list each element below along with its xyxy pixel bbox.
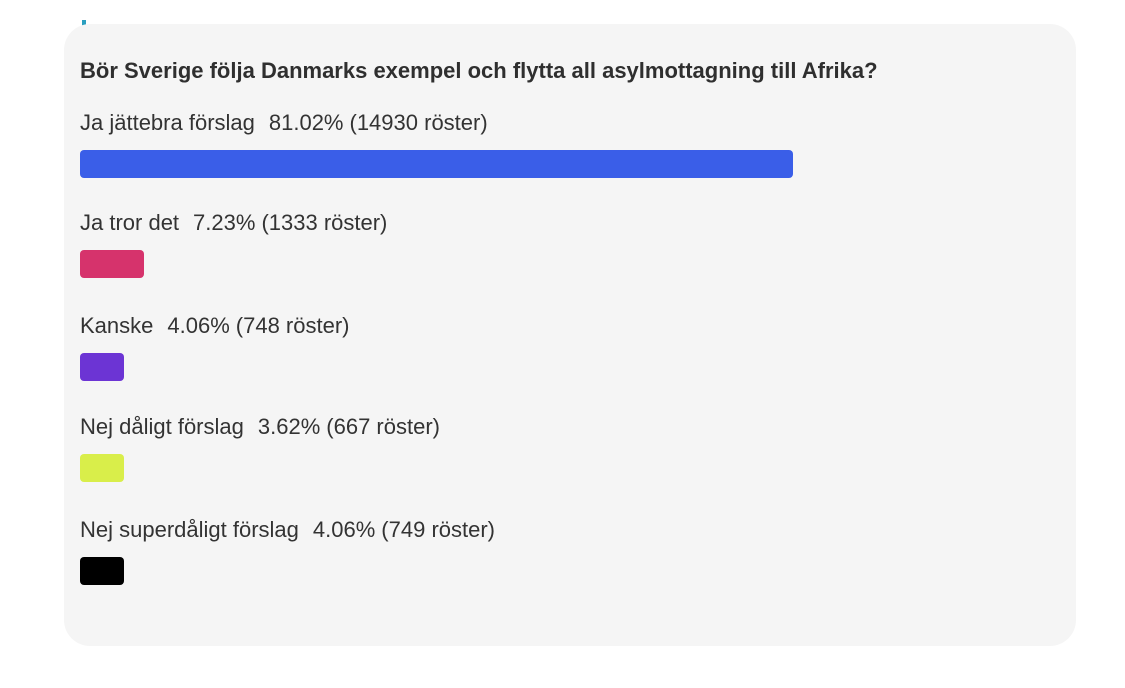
option-percent: 3.62% <box>257 414 321 439</box>
poll-option-4: Nej dåligt förslag 3.62% (667 röster) <box>80 414 980 482</box>
option-count: (14930 röster) <box>349 110 488 135</box>
option-percent: 81.02% <box>268 110 344 135</box>
option-count: (749 röster) <box>381 517 496 542</box>
option-bar <box>80 150 793 178</box>
option-count: (1333 röster) <box>261 210 388 235</box>
poll-question: Bör Sverige följa Danmarks exempel och f… <box>80 58 878 83</box>
option-text: Nej superdåligt förslag 4.06% (749 röster) <box>80 517 980 543</box>
poll-option-2: Ja tror det 7.23% (1333 röster) <box>80 210 980 278</box>
option-bar <box>80 557 124 585</box>
poll-card: Bör Sverige följa Danmarks exempel och f… <box>64 24 1076 646</box>
corner-mark <box>82 20 86 26</box>
option-bar <box>80 250 144 278</box>
option-text: Kanske 4.06% (748 röster) <box>80 313 980 339</box>
option-text: Ja jättebra förslag 81.02% (14930 röster) <box>80 110 980 136</box>
option-text: Ja tror det 7.23% (1333 röster) <box>80 210 980 236</box>
poll-option-5: Nej superdåligt förslag 4.06% (749 röster) <box>80 517 980 585</box>
option-text: Nej dåligt förslag 3.62% (667 röster) <box>80 414 980 440</box>
option-bar <box>80 353 124 381</box>
option-label: Nej superdåligt förslag <box>80 517 299 542</box>
option-label: Kanske <box>80 313 154 338</box>
option-percent: 4.06% <box>167 313 230 338</box>
option-label: Nej dåligt förslag <box>80 414 244 439</box>
poll-option-1: Ja jättebra förslag 81.02% (14930 röster) <box>80 110 980 178</box>
option-label: Ja tror det <box>80 210 180 235</box>
option-bar <box>80 454 124 482</box>
option-label: Ja jättebra förslag <box>80 110 255 135</box>
option-count: (748 röster) <box>235 313 350 338</box>
option-count: (667 röster) <box>326 414 440 439</box>
option-percent: 7.23% <box>193 210 256 235</box>
option-percent: 4.06% <box>312 517 376 542</box>
poll-option-3: Kanske 4.06% (748 röster) <box>80 313 980 381</box>
